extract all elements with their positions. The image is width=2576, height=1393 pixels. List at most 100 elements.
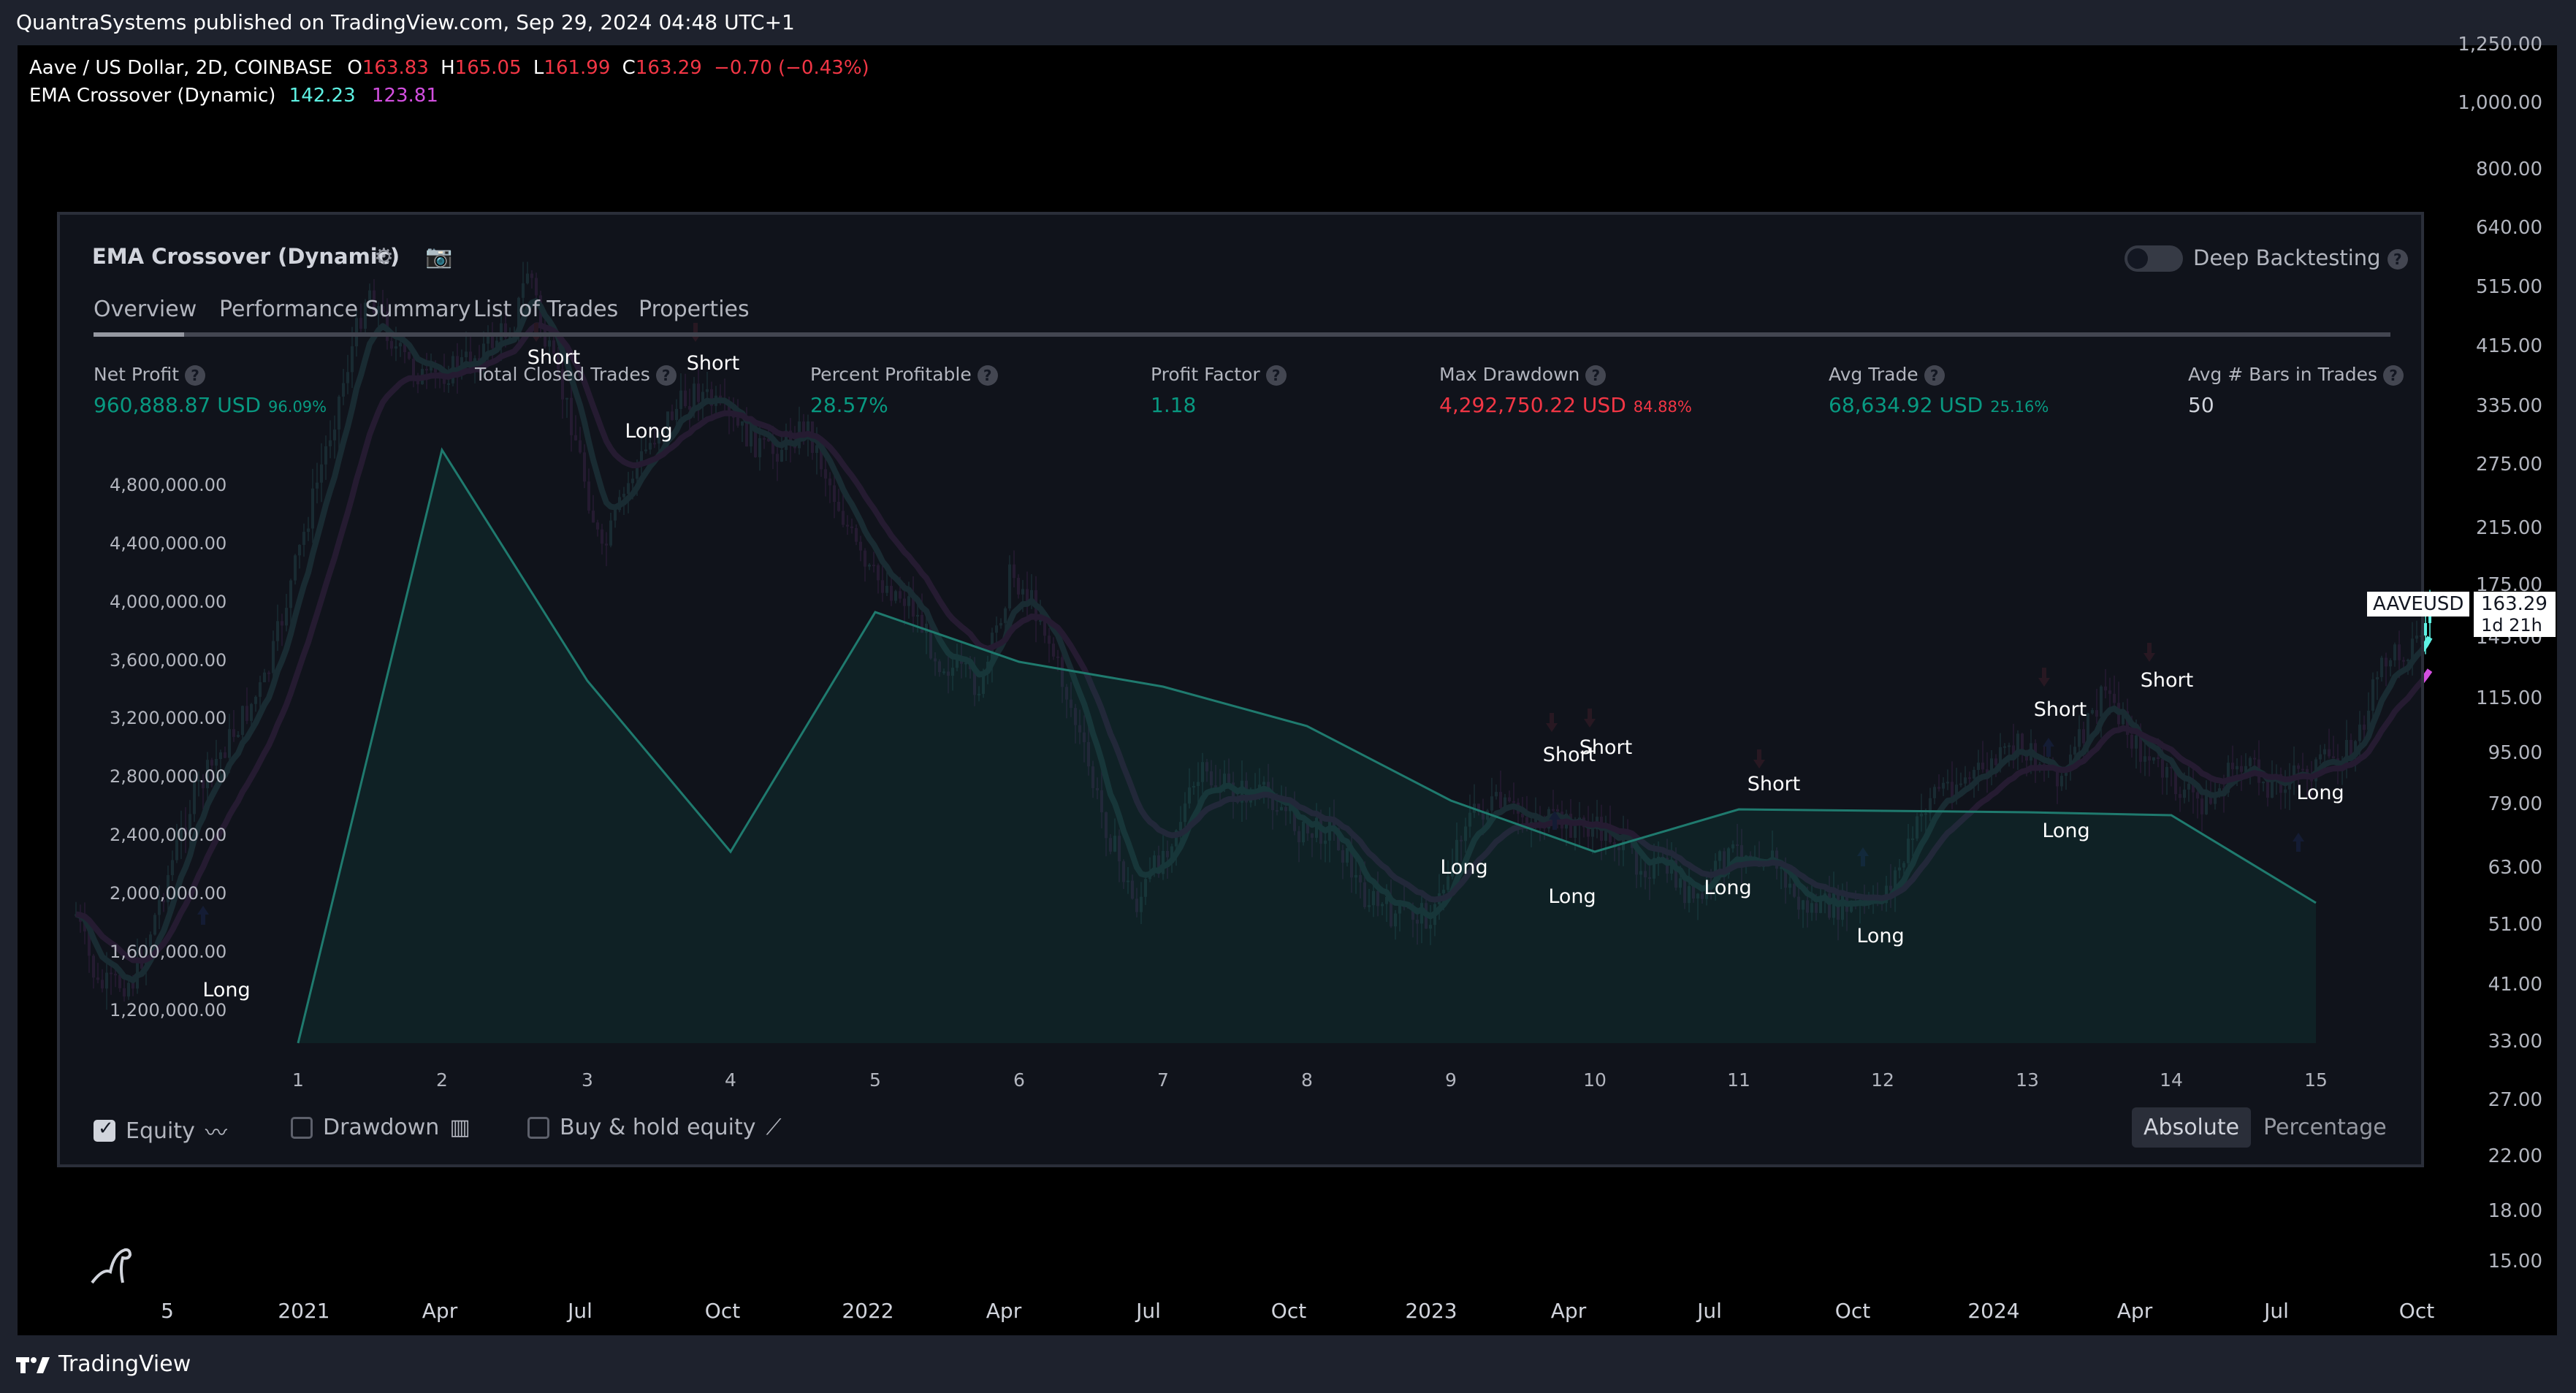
trade-number-label: 3 bbox=[582, 1069, 593, 1091]
signal-label-long: Long bbox=[2296, 782, 2344, 804]
checkbox-unchecked[interactable] bbox=[527, 1116, 549, 1139]
help-icon[interactable]: ? bbox=[185, 365, 205, 386]
time-tick-label: Jul bbox=[568, 1299, 592, 1323]
tradingview-dino-icon bbox=[91, 1248, 132, 1284]
signal-label-long: Long bbox=[625, 420, 673, 443]
price-tick-label: 63.00 bbox=[2488, 857, 2542, 879]
equity-tick-label: 3,600,000.00 bbox=[110, 650, 227, 671]
active-tab-indicator bbox=[94, 332, 184, 337]
trade-number-label: 6 bbox=[1013, 1069, 1025, 1091]
time-tick-label: Oct bbox=[2398, 1299, 2435, 1323]
help-icon[interactable]: ? bbox=[655, 365, 677, 386]
deep-backtesting-toggle[interactable] bbox=[2125, 245, 2183, 272]
time-tick-label: Jul bbox=[2264, 1299, 2289, 1323]
time-tick-label: Apr bbox=[986, 1299, 1022, 1323]
trade-number-label: 15 bbox=[2304, 1069, 2328, 1091]
low-label: L bbox=[533, 57, 544, 79]
time-tick-label: 2022 bbox=[842, 1299, 894, 1323]
equity-tick-label: 1,200,000.00 bbox=[110, 1000, 227, 1020]
equity-area bbox=[298, 450, 2316, 1043]
time-tick-label: 5 bbox=[161, 1299, 174, 1323]
trade-number-label: 12 bbox=[1871, 1069, 1894, 1091]
high-label: H bbox=[441, 57, 455, 79]
trade-number-label: 9 bbox=[1445, 1069, 1457, 1091]
price-tick-label: 1,250.00 bbox=[2458, 34, 2542, 56]
time-tick-label: Apr bbox=[422, 1299, 458, 1323]
checkbox-checked[interactable] bbox=[94, 1118, 115, 1142]
tv-logo-icon bbox=[16, 1356, 50, 1373]
price-scale[interactable]: 1,250.00 1,000.00 800.00 640.00 515.00 415.00… bbox=[2458, 34, 2557, 1335]
signal-label-short: Short bbox=[1579, 736, 1633, 759]
metric-percent-profitable: Percent Profitable ? 28.57% bbox=[810, 364, 998, 417]
close-label: C bbox=[622, 57, 636, 79]
high-value: 165.05 bbox=[454, 57, 522, 79]
time-axis[interactable]: 5 2021 Apr Jul Oct 2022 Apr Jul Oct 2023 Apr Jul Oct… bbox=[18, 1277, 2471, 1335]
signal-label-short: Short bbox=[2033, 698, 2087, 721]
close-value: 163.29 bbox=[635, 57, 702, 79]
trade-number-label: 5 bbox=[869, 1069, 881, 1091]
open-label: O bbox=[347, 57, 362, 79]
signal-label-long: Long bbox=[1440, 856, 1488, 879]
symbol-description[interactable]: Aave / US Dollar, 2D, COINBASE bbox=[29, 57, 333, 79]
indicator-name[interactable]: EMA Crossover (Dynamic) bbox=[29, 85, 276, 107]
buy-hold-checkbox[interactable]: Buy & hold equity ⟋ bbox=[527, 1115, 781, 1140]
trade-number-label: 11 bbox=[1727, 1069, 1750, 1091]
tab-divider bbox=[94, 332, 2390, 337]
tradingview-logo[interactable]: TradingView bbox=[16, 1351, 191, 1377]
equity-tick-label: 3,200,000.00 bbox=[110, 708, 227, 728]
deep-backtesting-label: Deep Backtesting ? bbox=[2193, 245, 2408, 270]
price-tick-label: 640.00 bbox=[2476, 217, 2542, 239]
price-tick-label: 15.00 bbox=[2488, 1251, 2542, 1272]
time-tick-label: 2023 bbox=[1405, 1299, 1457, 1323]
ema-fast-value: 142.23 bbox=[289, 85, 356, 107]
signal-label-short: Short bbox=[1747, 773, 1801, 795]
tab-performance-summary[interactable]: Performance Summary bbox=[219, 297, 471, 322]
candle-body bbox=[2424, 622, 2427, 636]
signal-label-long: Long bbox=[1704, 877, 1752, 899]
help-icon[interactable]: ? bbox=[1585, 365, 1607, 386]
trade-number-label: 8 bbox=[1301, 1069, 1313, 1091]
chart-legend: Aave / US Dollar, 2D, COINBASE O163.83 H… bbox=[29, 57, 869, 112]
equity-tick-label: 2,800,000.00 bbox=[110, 766, 227, 787]
metric-avg-bars-in-trades: Avg # Bars in Trades ? 50 bbox=[2188, 364, 2404, 417]
help-icon[interactable]: ? bbox=[1265, 365, 1287, 386]
price-tick-label: 1,000.00 bbox=[2458, 92, 2542, 114]
price-tick-label: 335.00 bbox=[2476, 395, 2542, 417]
signal-label-long: Long bbox=[202, 979, 251, 1001]
footer: TradingView bbox=[0, 1335, 2576, 1393]
signal-label-long: Long bbox=[2042, 820, 2090, 842]
equity-checkbox[interactable]: Equity〰 bbox=[94, 1115, 227, 1147]
help-icon[interactable]: ? bbox=[977, 365, 998, 386]
gear-icon[interactable]: ⚙ bbox=[374, 244, 394, 270]
drawdown-checkbox[interactable]: Drawdown ▥ bbox=[291, 1115, 470, 1140]
checkbox-unchecked[interactable] bbox=[291, 1116, 313, 1139]
help-icon[interactable]: ? bbox=[1924, 365, 1945, 386]
price-tick-label: 800.00 bbox=[2476, 159, 2542, 180]
strategy-tester-panel bbox=[57, 212, 2424, 1167]
signal-label-long: Long bbox=[1548, 885, 1596, 908]
price-tick-label: 95.00 bbox=[2488, 742, 2542, 764]
camera-icon[interactable]: 📷 bbox=[425, 244, 453, 270]
right-edge bbox=[2557, 0, 2576, 1393]
time-tick-label: 2024 bbox=[1967, 1299, 2020, 1323]
help-icon[interactable]: ? bbox=[2387, 249, 2408, 270]
metric-max-drawdown: Max Drawdown ? 4,292,750.22 USD 84.88% bbox=[1439, 364, 1692, 417]
price-tick-label: 22.00 bbox=[2488, 1145, 2542, 1167]
price-tick-label: 18.00 bbox=[2488, 1200, 2542, 1222]
strategy-title: EMA Crossover (Dynamic) bbox=[92, 244, 400, 269]
trade-number-label: 2 bbox=[436, 1069, 448, 1091]
trade-number-label: 13 bbox=[2016, 1069, 2039, 1091]
price-tick-label: 215.00 bbox=[2476, 517, 2542, 539]
help-icon[interactable]: ? bbox=[2383, 365, 2404, 386]
absolute-mode-button[interactable]: Absolute bbox=[2132, 1107, 2252, 1148]
equity-tick-label: 1,600,000.00 bbox=[110, 942, 227, 962]
ema-slow-value: 123.81 bbox=[371, 85, 438, 107]
tab-list-of-trades[interactable]: List of Trades bbox=[473, 297, 619, 322]
percentage-mode-button[interactable]: Percentage bbox=[2263, 1115, 2387, 1140]
tab-overview[interactable]: Overview bbox=[94, 297, 197, 322]
price-tick-label: 41.00 bbox=[2488, 974, 2542, 996]
trade-number-label: 10 bbox=[1583, 1069, 1607, 1091]
tab-properties[interactable]: Properties bbox=[639, 297, 750, 322]
equity-tick-label: 4,000,000.00 bbox=[110, 592, 227, 612]
equity-tick-label: 2,000,000.00 bbox=[110, 883, 227, 904]
